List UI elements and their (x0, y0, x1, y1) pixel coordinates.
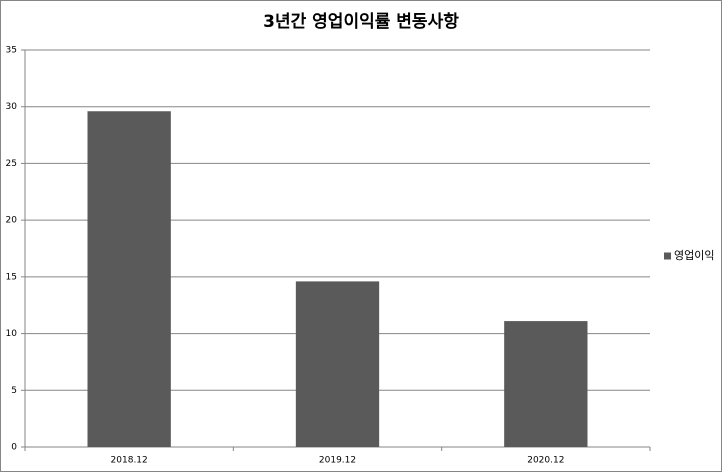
legend-swatch (664, 252, 671, 260)
chart-title: 3년간 영업이익률 변동사항 (263, 11, 459, 32)
y-tick-label: 10 (6, 329, 18, 339)
bar (504, 321, 588, 447)
x-tick-label: 2019.12 (319, 456, 356, 466)
y-tick-label: 25 (6, 159, 17, 169)
x-tick-label: 2020.12 (527, 456, 564, 466)
y-tick-label: 30 (6, 102, 18, 112)
x-tick-label: 2018.12 (111, 456, 148, 466)
y-tick-label: 0 (11, 443, 17, 453)
y-tick-label: 35 (6, 46, 17, 56)
y-tick-label: 15 (6, 272, 17, 282)
y-tick-label: 5 (11, 386, 17, 396)
legend-label: 영업이익 (674, 249, 714, 262)
bar (87, 111, 171, 447)
bar (295, 281, 380, 447)
y-tick-label: 20 (6, 216, 18, 226)
